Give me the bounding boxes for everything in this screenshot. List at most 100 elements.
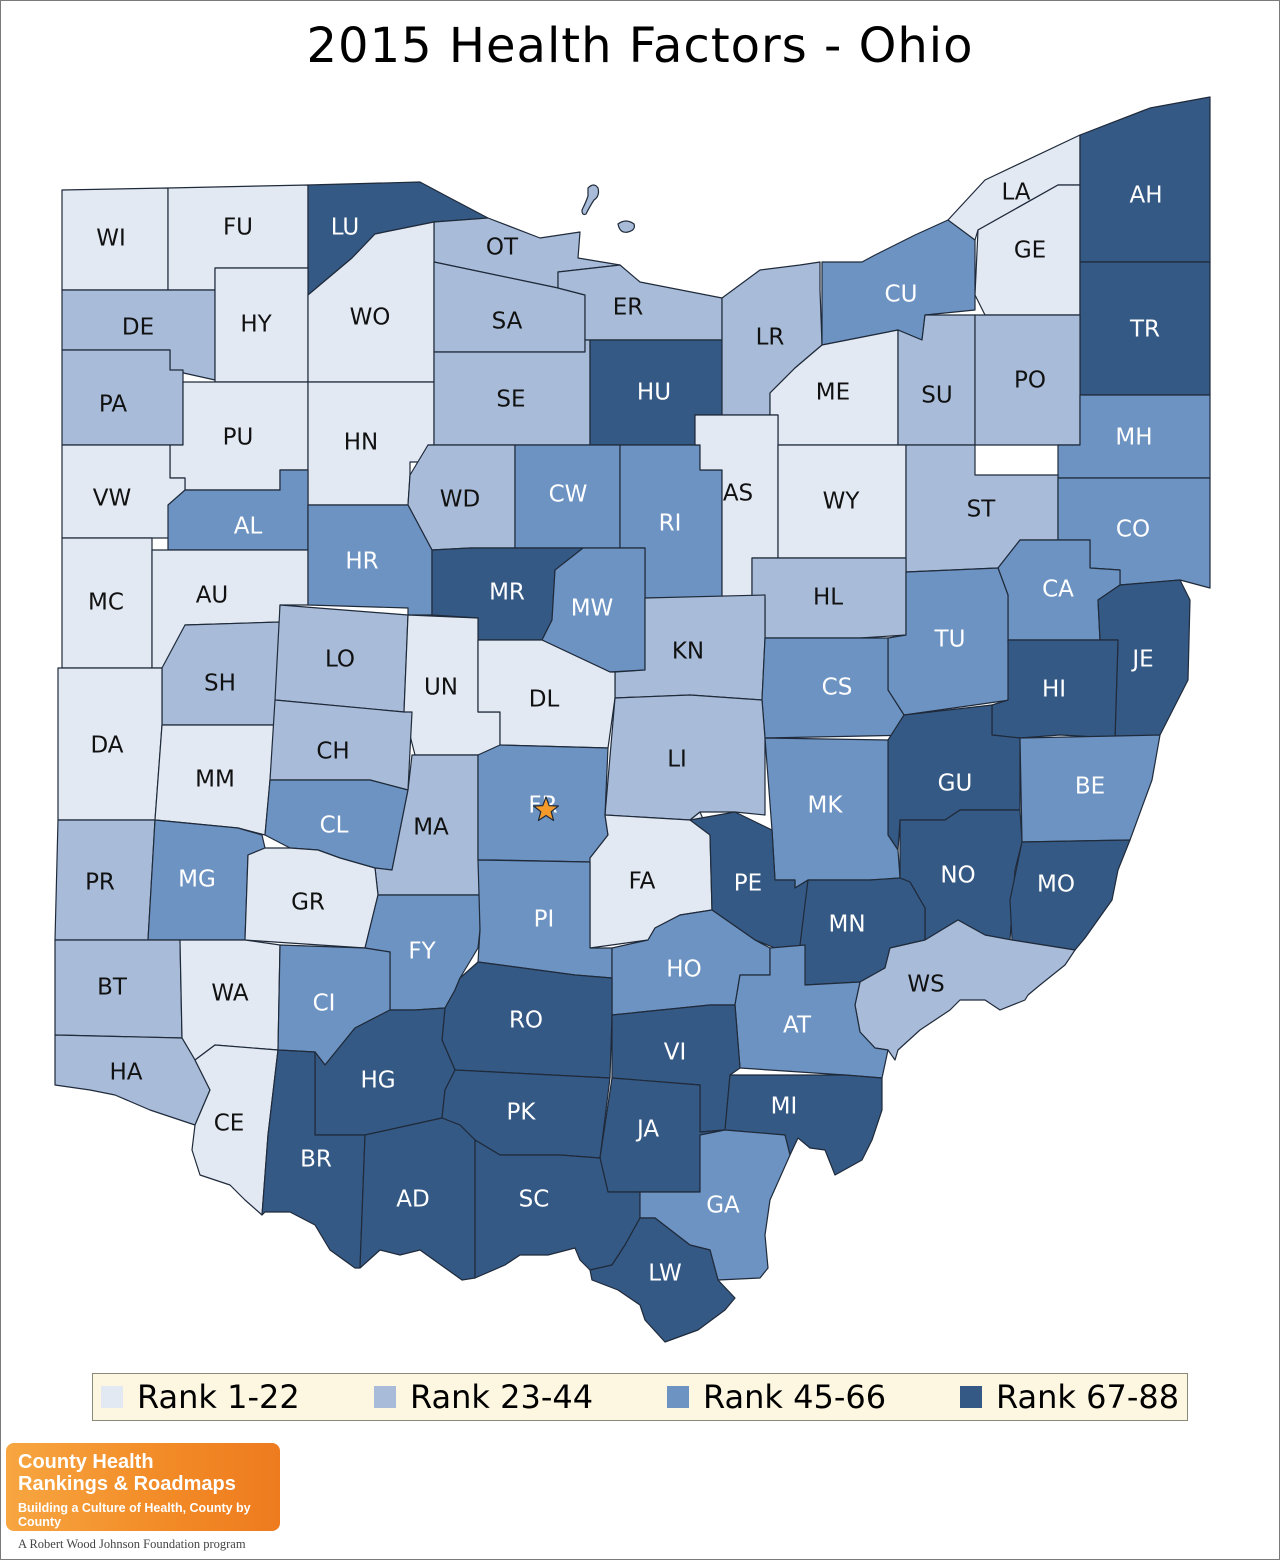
county-label: AS bbox=[723, 481, 753, 507]
county-at: AT bbox=[734, 944, 889, 1079]
county-label: HI bbox=[1042, 677, 1066, 703]
county-label: GR bbox=[291, 890, 325, 916]
county-da: DA bbox=[57, 667, 163, 821]
county-label: MG bbox=[178, 867, 216, 893]
county-pi: PI bbox=[477, 859, 613, 979]
county-ro: RO bbox=[441, 961, 613, 1079]
county-label: GA bbox=[706, 1193, 740, 1219]
county-label: RO bbox=[509, 1008, 543, 1034]
county-un: UN bbox=[403, 614, 501, 756]
county-label: MR bbox=[489, 580, 525, 606]
county-shape bbox=[261, 1049, 366, 1269]
legend-swatch bbox=[960, 1386, 982, 1408]
county-su: SU bbox=[897, 314, 976, 446]
county-br: BR bbox=[261, 1049, 366, 1269]
county-li: LI bbox=[604, 694, 766, 821]
county-label: CW bbox=[549, 482, 588, 508]
county-ce: CE bbox=[191, 1044, 279, 1216]
county-label: CA bbox=[1042, 577, 1074, 603]
county-shape bbox=[1009, 839, 1131, 951]
legend-item-rank-1-22: Rank 1-22 bbox=[101, 1374, 300, 1420]
county-label: TU bbox=[934, 627, 966, 653]
county-label: HN bbox=[344, 430, 379, 456]
county-label: PI bbox=[534, 907, 555, 933]
county-label: WI bbox=[96, 226, 126, 252]
county-wd: WD bbox=[407, 444, 516, 551]
county-label: OT bbox=[486, 235, 519, 261]
county-gr: GR bbox=[244, 847, 379, 949]
county-label: DE bbox=[122, 315, 154, 341]
county-label: AH bbox=[1129, 183, 1162, 209]
county-hn: HN bbox=[307, 381, 435, 506]
county-label: SE bbox=[496, 387, 525, 413]
county-label: WY bbox=[823, 489, 861, 515]
chr-logo: County Health Rankings & Roadmaps Buildi… bbox=[6, 1443, 280, 1531]
ohio-county-map: WI FU LU OT DE HY WO SA ER PA PU HN SE HU LR CU LA GE AH TR… bbox=[54, 96, 1211, 1343]
county-hl: HL bbox=[751, 557, 907, 639]
county-label: MA bbox=[413, 815, 449, 841]
county-kn: KN bbox=[614, 594, 766, 701]
county-label: WD bbox=[440, 487, 480, 513]
county-mg: MG bbox=[147, 819, 266, 941]
county-shape bbox=[244, 847, 379, 949]
county-label: CU bbox=[885, 282, 918, 308]
legend-label: Rank 23-44 bbox=[410, 1378, 594, 1416]
county-fa: FA bbox=[589, 811, 713, 949]
county-pu: PU bbox=[169, 381, 309, 491]
county-label: MC bbox=[88, 590, 124, 616]
county-shape bbox=[589, 1217, 736, 1343]
legend-swatch bbox=[101, 1386, 123, 1408]
county-vw: VW bbox=[61, 444, 186, 539]
county-lo: LO bbox=[274, 604, 409, 713]
county-label: UN bbox=[424, 675, 458, 701]
legend-swatch bbox=[374, 1386, 396, 1408]
county-label: WA bbox=[211, 981, 248, 1007]
county-ge: GE bbox=[974, 184, 1081, 316]
logo-name-line2: Rankings & Roadmaps bbox=[18, 1473, 236, 1495]
county-mo: MO bbox=[1009, 839, 1131, 951]
county-pa: PA bbox=[61, 349, 184, 446]
county-je: JE bbox=[1097, 579, 1191, 739]
county-label: LW bbox=[648, 1261, 681, 1287]
county-mk: MK bbox=[764, 737, 901, 889]
legend: Rank 1-22 Rank 23-44 Rank 45-66 Rank 67-… bbox=[92, 1373, 1188, 1421]
legend-item-rank-23-44: Rank 23-44 bbox=[374, 1374, 593, 1420]
county-label: GU bbox=[938, 771, 973, 797]
county-label: AT bbox=[783, 1013, 812, 1039]
county-shape bbox=[897, 314, 976, 446]
county-hi: HI bbox=[991, 639, 1119, 739]
county-label: FA bbox=[629, 869, 656, 895]
county-ga: GA bbox=[639, 1129, 791, 1281]
legend-label: Rank 67-88 bbox=[996, 1378, 1180, 1416]
map-title: 2015 Health Factors - Ohio bbox=[306, 18, 974, 74]
county-shape bbox=[639, 1129, 791, 1281]
county-cl: CL bbox=[264, 779, 409, 871]
county-label: LA bbox=[1001, 180, 1030, 206]
county-label: SC bbox=[519, 1187, 550, 1213]
county-label: LI bbox=[667, 747, 687, 773]
county-label: KN bbox=[672, 639, 704, 665]
county-label: SU bbox=[921, 383, 952, 409]
county-label: JE bbox=[1130, 647, 1153, 673]
county-label: HR bbox=[345, 549, 378, 575]
county-cu: CU bbox=[821, 219, 976, 346]
county-sh: SH bbox=[161, 621, 281, 726]
logo-name-line1: County Health bbox=[18, 1451, 154, 1473]
county-bt: BT bbox=[54, 939, 183, 1039]
county-label: PK bbox=[507, 1100, 537, 1126]
county-ad: AD bbox=[359, 1117, 476, 1281]
county-dl: DL bbox=[477, 639, 616, 749]
county-label: AL bbox=[234, 514, 263, 540]
county-mm: MM bbox=[154, 724, 276, 836]
county-label: MK bbox=[808, 793, 844, 819]
county-ch: CH bbox=[269, 699, 413, 791]
county-label: SH bbox=[204, 671, 236, 697]
county-hr: HR bbox=[307, 504, 433, 616]
county-label: BT bbox=[97, 975, 128, 1001]
legend-item-rank-45-66: Rank 45-66 bbox=[667, 1374, 886, 1420]
county-label: AD bbox=[396, 1187, 429, 1213]
county-label: AU bbox=[196, 583, 229, 609]
county-la: LA bbox=[947, 134, 1081, 241]
county-label: CS bbox=[822, 675, 853, 701]
county-ah: AH bbox=[1079, 96, 1211, 263]
